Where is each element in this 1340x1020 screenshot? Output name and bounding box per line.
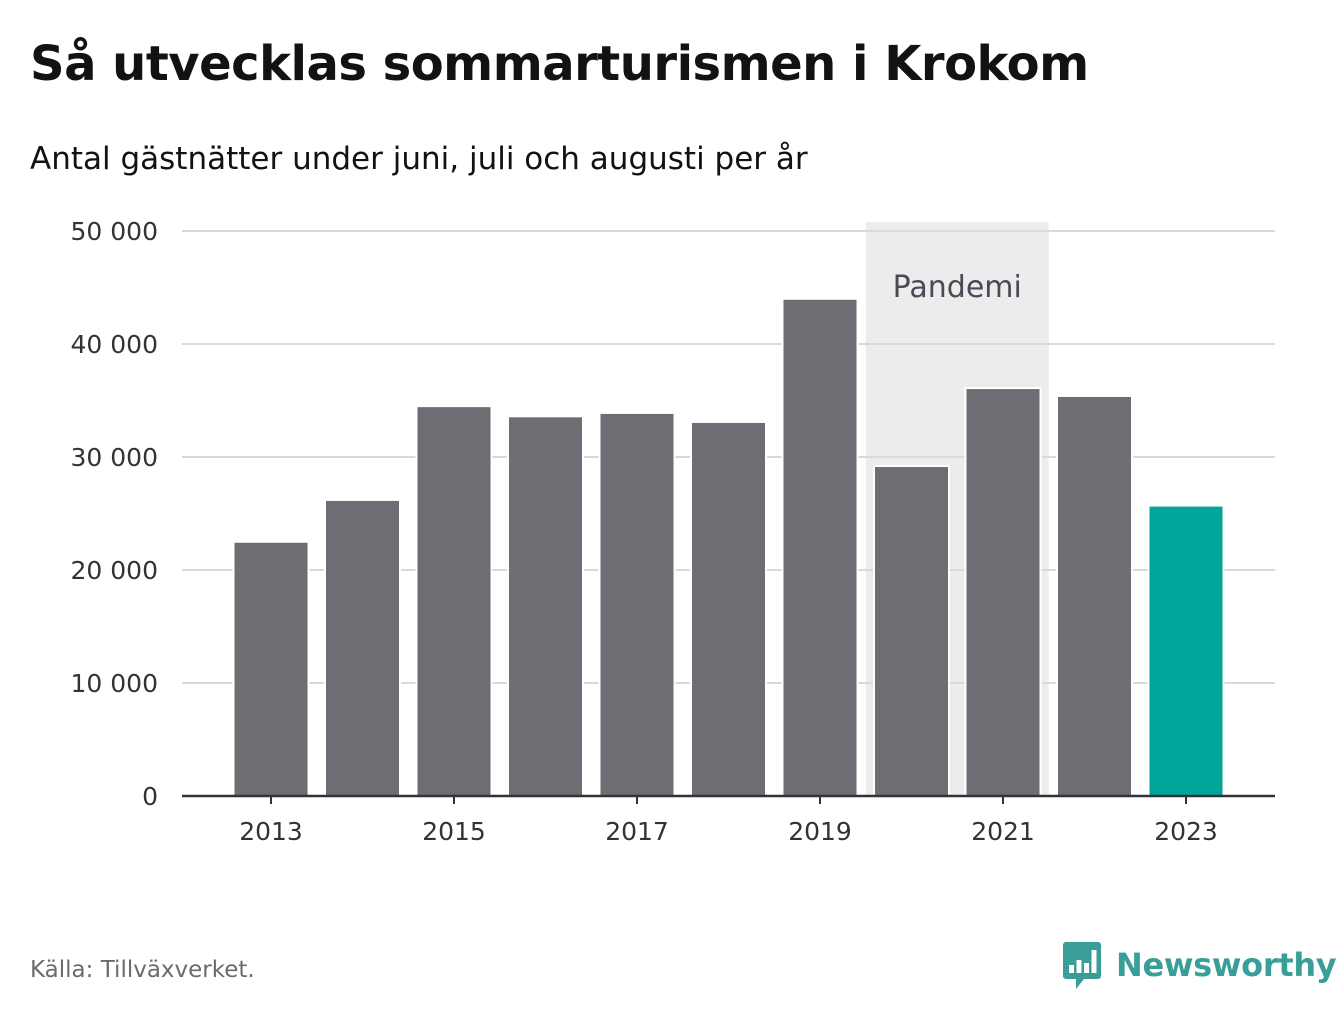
chart-title: Så utvecklas sommarturismen i Krokom <box>30 36 1089 92</box>
y-tick-label: 0 <box>142 782 158 811</box>
source-note: Källa: Tillväxverket. <box>30 957 255 983</box>
x-tick-label: 2019 <box>788 817 852 846</box>
y-tick-label: 50 000 <box>71 217 158 246</box>
pandemic-label: Pandemi <box>893 270 1022 305</box>
y-tick-label: 30 000 <box>71 443 158 472</box>
bar-2017 <box>598 411 676 797</box>
chart-subtitle: Antal gästnätter under juni, juli och au… <box>30 141 808 177</box>
bar-2016 <box>507 415 584 797</box>
x-tick-label: 2015 <box>422 817 486 846</box>
bar-2021 <box>964 387 1042 797</box>
y-tick-label: 10 000 <box>71 669 158 698</box>
bar-2023 <box>1147 504 1225 797</box>
x-tick-label: 2017 <box>605 817 669 846</box>
bar-2015 <box>415 405 493 797</box>
bar-2014 <box>324 498 401 797</box>
bar-2013 <box>232 540 310 797</box>
newsworthy-logo-icon <box>1063 942 1101 989</box>
bar-chart: 0 10 000 20 000 30 000 40 000 50 000 Pandemi 20… <box>71 217 1275 846</box>
x-tick-label: 2013 <box>239 817 303 846</box>
x-tick-label: 2021 <box>971 817 1035 846</box>
brand-name: Newsworthy <box>1116 946 1337 984</box>
bar-2019 <box>781 297 859 797</box>
bar-2018 <box>690 420 767 797</box>
y-tick-label: 20 000 <box>71 556 158 585</box>
bar-2020 <box>873 465 950 797</box>
x-tick-label: 2023 <box>1154 817 1218 846</box>
brand-logo: Newsworthy <box>1062 940 1337 990</box>
y-tick-label: 40 000 <box>71 330 158 359</box>
bar-2022 <box>1056 394 1133 797</box>
